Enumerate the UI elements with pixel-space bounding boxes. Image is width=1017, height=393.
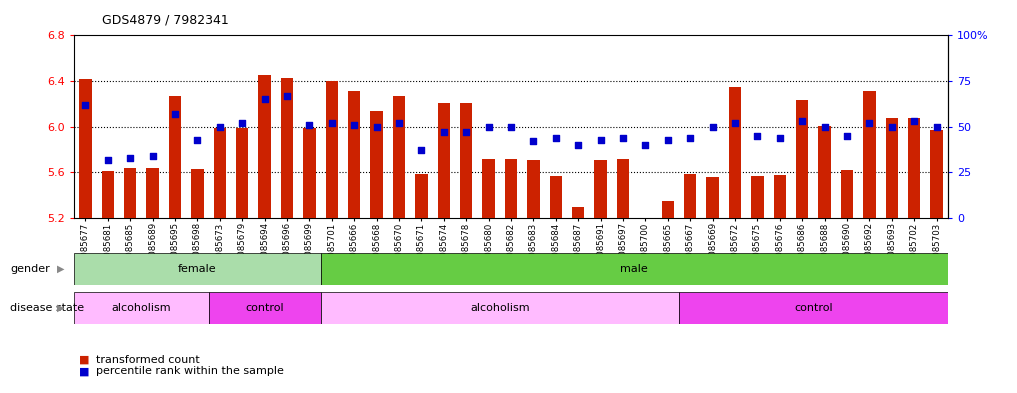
Point [615, 134, 632, 141]
Bar [236, 128, 248, 218]
Bar [320, 253, 948, 285]
Point [593, 136, 609, 143]
Text: percentile rank within the sample: percentile rank within the sample [96, 366, 284, 376]
Bar [393, 96, 405, 218]
Text: transformed count: transformed count [96, 354, 199, 365]
Point [502, 124, 519, 130]
Point [458, 129, 474, 135]
Bar [281, 78, 293, 218]
Bar [573, 207, 585, 218]
Bar [819, 126, 831, 218]
Bar [482, 159, 495, 218]
Point [391, 120, 407, 126]
Point [480, 124, 496, 130]
Text: control: control [245, 303, 284, 313]
Point [368, 124, 384, 130]
Bar [437, 103, 450, 218]
Bar [752, 176, 764, 218]
Point [571, 142, 587, 148]
Bar [679, 292, 948, 324]
Bar [460, 103, 473, 218]
Text: ■: ■ [79, 366, 89, 376]
Bar [549, 176, 562, 218]
Point [906, 118, 922, 125]
Point [122, 155, 138, 161]
Bar [707, 177, 719, 218]
Point [413, 147, 429, 154]
Bar [863, 91, 876, 218]
Bar [74, 292, 208, 324]
Bar [415, 174, 427, 218]
Bar [191, 169, 203, 218]
Bar [214, 128, 226, 218]
Point [526, 138, 542, 145]
Text: ▶: ▶ [57, 264, 65, 274]
Bar [662, 201, 674, 218]
Bar [325, 81, 338, 218]
Text: female: female [178, 264, 217, 274]
Point [750, 133, 766, 139]
Text: control: control [794, 303, 833, 313]
Point [705, 124, 721, 130]
Bar [684, 174, 697, 218]
Bar [617, 159, 630, 218]
Bar [886, 118, 898, 218]
Point [861, 120, 878, 126]
Point [323, 120, 340, 126]
Point [817, 124, 833, 130]
Point [212, 124, 228, 130]
Point [884, 124, 900, 130]
Point [256, 96, 273, 103]
Point [638, 142, 654, 148]
Bar [303, 128, 315, 218]
Point [839, 133, 855, 139]
Point [727, 120, 743, 126]
Bar [208, 292, 320, 324]
Point [435, 129, 452, 135]
Point [548, 134, 564, 141]
Bar [74, 253, 320, 285]
Bar [504, 159, 518, 218]
Bar [729, 87, 741, 218]
Point [144, 153, 161, 159]
Point [100, 156, 116, 163]
Point [794, 118, 811, 125]
Bar [124, 168, 136, 218]
Point [772, 134, 788, 141]
Bar [79, 79, 92, 218]
Point [189, 136, 205, 143]
Bar [258, 75, 271, 218]
Bar [169, 96, 181, 218]
Point [301, 122, 317, 128]
Point [167, 111, 183, 117]
Text: male: male [620, 264, 648, 274]
Point [77, 102, 94, 108]
Point [682, 134, 699, 141]
Text: GDS4879 / 7982341: GDS4879 / 7982341 [102, 14, 229, 27]
Bar [348, 91, 360, 218]
Point [929, 124, 945, 130]
Text: alcoholism: alcoholism [470, 303, 530, 313]
Bar [370, 111, 382, 218]
Bar [774, 175, 786, 218]
Bar [908, 118, 920, 218]
Point [279, 92, 295, 99]
Bar [841, 170, 853, 218]
Bar [527, 160, 540, 218]
Point [660, 136, 676, 143]
Bar [796, 101, 809, 218]
Bar [320, 292, 679, 324]
Bar [595, 160, 607, 218]
Text: ▶: ▶ [57, 303, 65, 313]
Bar [102, 171, 114, 218]
Bar [146, 168, 159, 218]
Text: disease state: disease state [10, 303, 84, 313]
Text: gender: gender [10, 264, 50, 274]
Bar [931, 130, 943, 218]
Text: ■: ■ [79, 354, 89, 365]
Point [234, 120, 250, 126]
Point [346, 122, 362, 128]
Text: alcoholism: alcoholism [112, 303, 171, 313]
